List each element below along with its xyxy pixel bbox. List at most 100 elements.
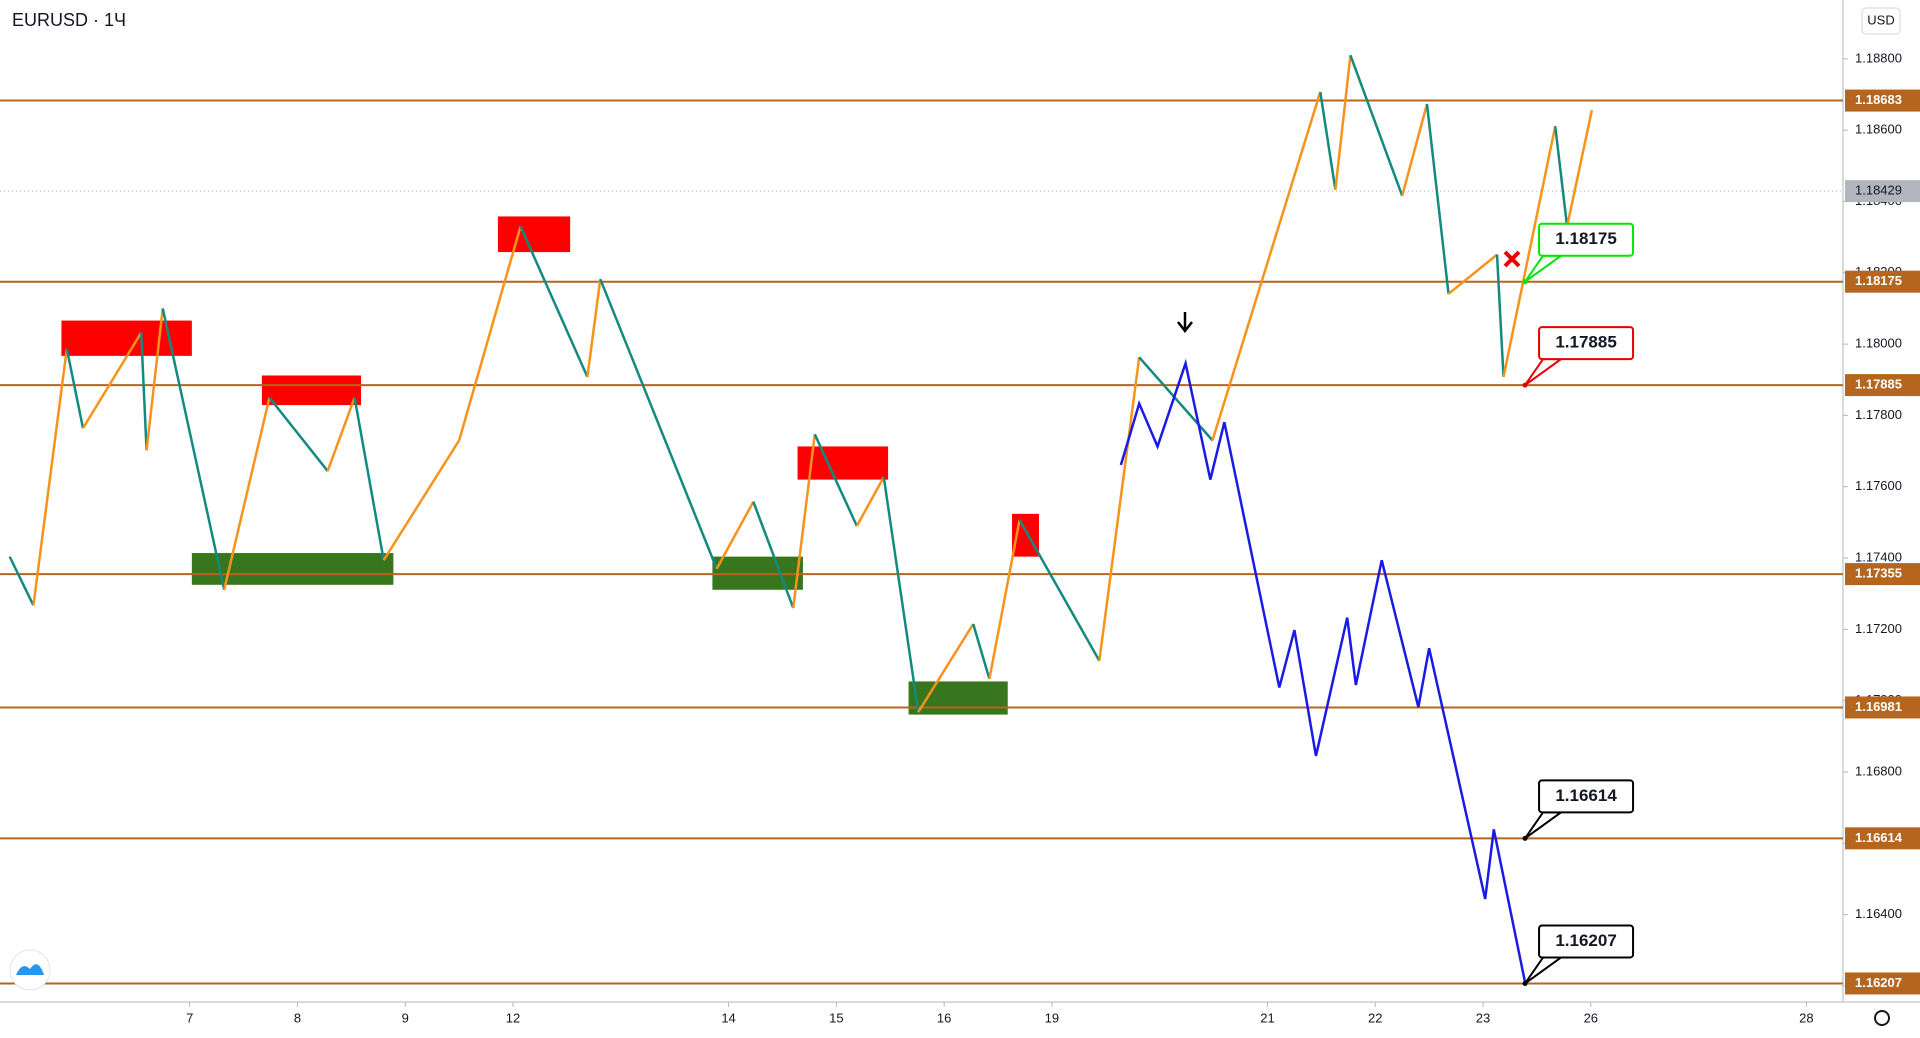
- logo-mark: [16, 964, 44, 975]
- callout-point: [1522, 835, 1528, 841]
- zigzag-segment: [882, 476, 920, 713]
- arrow-icon: [1177, 312, 1193, 334]
- zigzag-segment: [813, 433, 858, 527]
- x-mark-icon: [1503, 250, 1521, 268]
- level-box: [1845, 563, 1920, 586]
- zigzag-segment: [599, 278, 718, 570]
- level-label: 1.18683: [1855, 92, 1902, 107]
- level-label: 1.16981: [1855, 699, 1902, 714]
- current-price-box: [1845, 180, 1920, 203]
- x-tick-label: 28: [1799, 1010, 1813, 1025]
- zigzag-segment: [222, 397, 271, 591]
- x-tick-label: 8: [294, 1010, 301, 1025]
- zigzag-segment: [1425, 103, 1450, 294]
- level-box: [1845, 89, 1920, 112]
- callout-point: [1522, 279, 1528, 285]
- zigzag-segment: [353, 397, 385, 561]
- callout-label: 1.17885: [1555, 333, 1616, 352]
- y-tick-label: 1.18600: [1855, 122, 1902, 137]
- y-tick-label: 1.18000: [1855, 336, 1902, 351]
- zigzag-segment: [457, 226, 522, 441]
- zigzag-segment: [1349, 54, 1404, 197]
- x-tick-label: 21: [1260, 1010, 1274, 1025]
- zigzag-segment: [65, 348, 85, 429]
- zone: [261, 375, 362, 406]
- callout-box: [1538, 326, 1635, 361]
- zigzag-segment: [855, 476, 885, 527]
- zigzag-segment: [1018, 519, 1101, 662]
- zigzag-segment: [1211, 91, 1322, 441]
- callout-label: 1.18175: [1555, 229, 1616, 248]
- x-tick-label: 16: [937, 1010, 951, 1025]
- level-box: [1845, 270, 1920, 293]
- zone: [908, 681, 1008, 715]
- callout-point: [1522, 382, 1528, 388]
- zigzag-segment: [752, 501, 795, 609]
- x-tick-label: 7: [186, 1010, 193, 1025]
- x-tick-label: 15: [829, 1010, 843, 1025]
- level-label: 1.17355: [1855, 566, 1902, 581]
- zigzag-segment: [1334, 55, 1352, 190]
- zigzag-segment: [586, 279, 602, 378]
- callout-box: [1538, 779, 1635, 814]
- level-box: [1845, 827, 1920, 850]
- zigzag-segment: [1495, 254, 1505, 377]
- y-tick-label: 1.16800: [1855, 763, 1902, 778]
- zigzag-segment: [1553, 126, 1569, 227]
- zigzag-segment: [32, 348, 69, 606]
- currency-label: USD: [1867, 12, 1894, 27]
- x-tick-label: 26: [1584, 1010, 1598, 1025]
- zigzag-segment: [988, 519, 1021, 680]
- y-tick-label: 1.16400: [1855, 906, 1902, 921]
- zigzag-segment: [326, 397, 356, 472]
- level-box: [1845, 374, 1920, 397]
- level-box: [1845, 972, 1920, 995]
- zigzag-segment: [268, 396, 329, 472]
- zigzag-segment: [972, 623, 991, 680]
- x-tick-label: 23: [1476, 1010, 1490, 1025]
- symbol-title: EURUSD · 1Ч: [12, 10, 126, 30]
- zigzag-segment: [1319, 91, 1337, 190]
- x-tick-label: 14: [721, 1010, 735, 1025]
- level-label: 1.17885: [1855, 377, 1902, 392]
- x-tick-label: 22: [1368, 1010, 1382, 1025]
- level-label: 1.16207: [1855, 975, 1902, 990]
- zigzag-segment: [382, 439, 461, 561]
- y-tick-label: 1.18800: [1855, 50, 1902, 65]
- zigzag-segment: [1447, 253, 1498, 295]
- level-label: 1.16614: [1855, 830, 1903, 845]
- zigzag-segment: [519, 225, 589, 378]
- callout-point: [1522, 980, 1528, 986]
- zigzag-segment: [1502, 125, 1557, 378]
- y-tick-label: 1.17200: [1855, 621, 1902, 636]
- x-tick-label: 19: [1045, 1010, 1059, 1025]
- y-tick-label: 1.17800: [1855, 407, 1902, 422]
- zigzag-segment: [917, 623, 975, 713]
- zigzag-segment: [715, 501, 755, 570]
- callout-box: [1538, 222, 1635, 257]
- currency-button[interactable]: [1861, 7, 1901, 35]
- plot: 1.162001.164001.166001.168001.170001.172…: [0, 50, 1920, 1025]
- zigzag-segment: [139, 332, 148, 451]
- zone: [497, 216, 571, 253]
- current-price-label: 1.18429: [1855, 183, 1902, 198]
- projection-line: [1119, 358, 1527, 983]
- zigzag-segment: [81, 332, 143, 429]
- settings-icon[interactable]: [1874, 1010, 1890, 1026]
- callout-box: [1538, 924, 1635, 959]
- level-box: [1845, 696, 1920, 719]
- y-tick-label: 1.17600: [1855, 478, 1902, 493]
- zigzag-segment: [792, 434, 817, 609]
- zigzag-segment: [145, 308, 164, 451]
- zigzag-segment: [8, 556, 35, 607]
- zigzag-segment: [1400, 103, 1429, 197]
- x-tick-label: 9: [402, 1010, 409, 1025]
- callout-label: 1.16614: [1555, 786, 1617, 805]
- zigzag-segment: [1565, 109, 1594, 227]
- zigzag-segment: [161, 308, 226, 591]
- level-label: 1.18175: [1855, 273, 1902, 288]
- callout-label: 1.16207: [1555, 931, 1616, 950]
